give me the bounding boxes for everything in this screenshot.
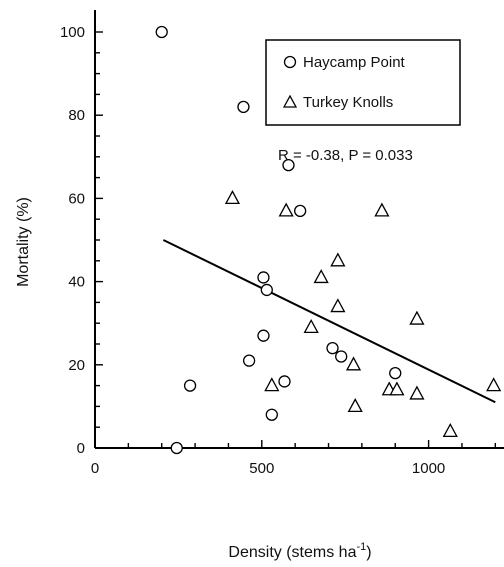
turkey-knolls-point: [264, 377, 280, 392]
plot-area: 0 20 40 60 80 100 0 500 1000: [60, 10, 504, 477]
turkey-knolls-point: [330, 298, 346, 313]
data-points: [155, 25, 502, 455]
legend-triangle-marker: [282, 94, 298, 108]
haycamp-point: [294, 204, 307, 218]
turkey-knolls-point: [389, 381, 405, 396]
correlation-annotation: R = -0.38, P = 0.033: [278, 147, 413, 164]
haycamp-point: [260, 283, 273, 297]
haycamp-point: [170, 441, 183, 455]
x-axis-label-main: Density (stems ha: [228, 544, 356, 561]
turkey-knolls-point: [330, 252, 346, 267]
regression-line: [162, 239, 496, 404]
haycamp-point: [335, 350, 348, 363]
haycamp-point: [155, 25, 168, 39]
turkey-knolls-point: [303, 318, 319, 334]
legend-box: [265, 39, 461, 126]
turkey-knolls-point: [345, 356, 362, 371]
x-tick-label: 1000: [412, 460, 445, 477]
turkey-knolls-point: [409, 310, 425, 325]
turkey-knolls-point: [347, 398, 363, 413]
turkey-knolls-point: [442, 422, 458, 438]
x-tick-label: 500: [249, 460, 274, 477]
y-axis-ticks: 0 20 40 60 80 100: [60, 24, 103, 457]
y-tick-label: 0: [77, 440, 85, 457]
turkey-knolls-point: [374, 202, 390, 217]
y-axis-label: Mortality (%): [15, 197, 32, 287]
turkey-knolls-point: [409, 385, 425, 400]
turkey-knolls-point: [224, 190, 241, 205]
y-tick-label: 100: [60, 24, 85, 41]
haycamp-point: [242, 354, 256, 367]
y-tick-label: 60: [68, 190, 85, 207]
y-tick-label: 80: [68, 107, 85, 124]
turkey-knolls-point: [486, 377, 502, 392]
legend-label-turkey: Turkey Knolls: [303, 94, 393, 111]
x-axis-label-superscript: -1: [356, 541, 366, 553]
legend-label-haycamp: Haycamp Point: [303, 54, 406, 71]
y-tick-label: 20: [68, 357, 85, 374]
haycamp-point: [257, 271, 270, 284]
y-tick-label: 40: [68, 274, 85, 291]
haycamp-point: [278, 375, 291, 388]
legend: Haycamp Point Turkey Knolls: [265, 39, 461, 126]
haycamp-point: [183, 379, 197, 392]
haycamp-point: [237, 100, 250, 114]
haycamp-point: [389, 366, 402, 380]
turkey-knolls-point: [313, 269, 329, 284]
haycamp-point: [265, 408, 278, 421]
x-axis-label-close: ): [366, 544, 371, 561]
x-axis-ticks: 0 500 1000: [91, 440, 497, 477]
x-axis-label: Density (stems ha-1): [228, 541, 371, 561]
x-tick-label: 0: [91, 460, 99, 477]
legend-circle-marker: [283, 55, 297, 69]
haycamp-point: [257, 329, 270, 342]
turkey-knolls-point: [278, 202, 294, 217]
haycamp-point: [282, 158, 295, 172]
haycamp-point: [326, 342, 339, 355]
